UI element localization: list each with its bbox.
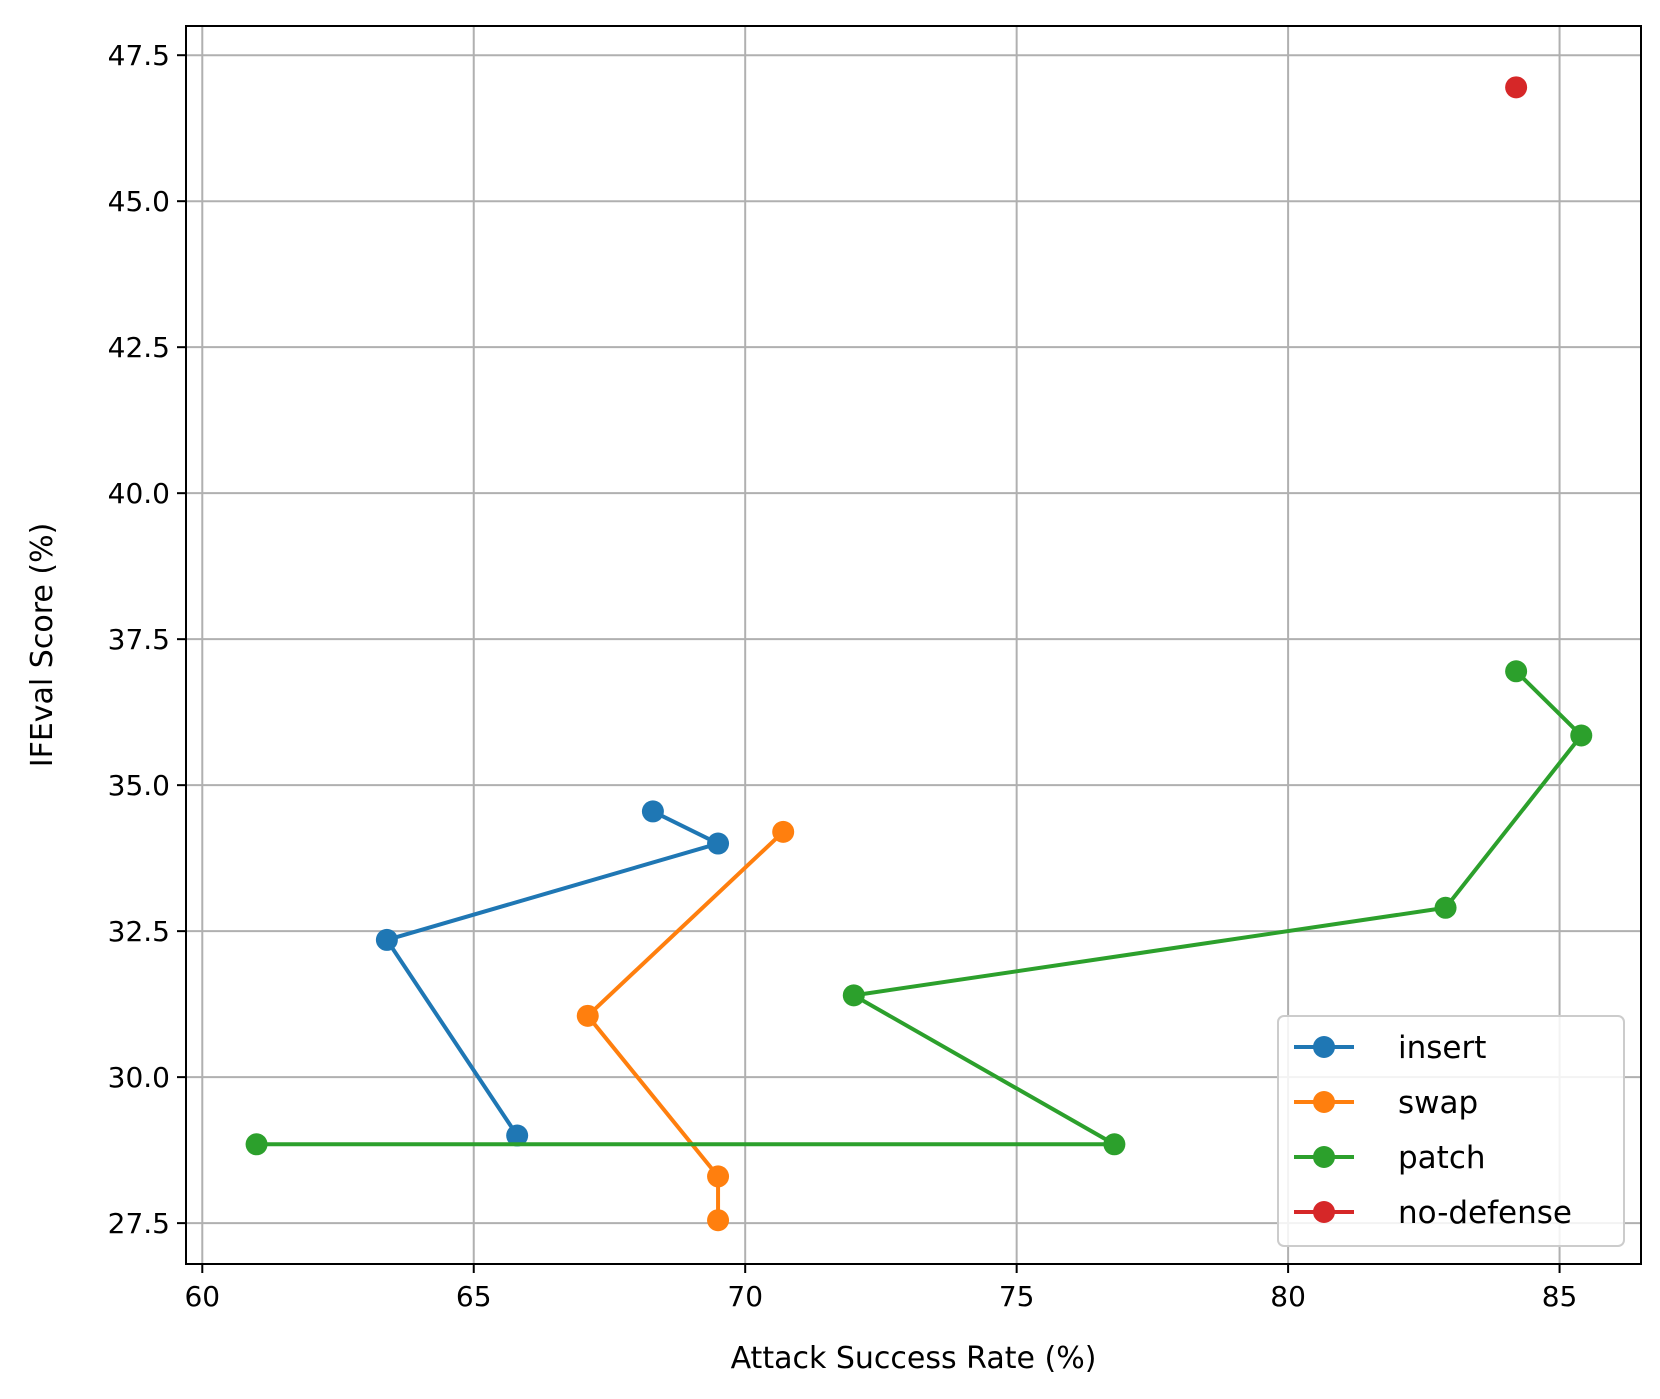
data-point-patch xyxy=(1103,1133,1126,1156)
legend: insert swap patch no-defense xyxy=(1277,1015,1625,1247)
data-point-patch xyxy=(1434,896,1457,919)
y-tick-label: 47.5 xyxy=(108,39,170,72)
data-point-patch xyxy=(1505,660,1528,683)
x-tick-label: 65 xyxy=(456,1280,492,1313)
data-point-insert xyxy=(641,800,664,823)
series-line-insert xyxy=(384,809,721,1137)
plot-frame xyxy=(185,25,1642,1265)
data-point-swap xyxy=(707,1165,730,1188)
y-tick-label: 42.5 xyxy=(108,331,170,364)
x-tick-label: 80 xyxy=(1270,1280,1306,1313)
data-point-insert xyxy=(375,928,398,951)
x-tick-label: 75 xyxy=(999,1280,1035,1313)
series-layer xyxy=(245,76,1593,1232)
y-tick-label: 45.0 xyxy=(108,185,170,218)
y-tick-label: 30.0 xyxy=(108,1061,170,1094)
y-tick-label: 35.0 xyxy=(108,769,170,802)
grid xyxy=(186,26,1641,1264)
data-point-patch xyxy=(245,1133,268,1156)
y-tick-label: 32.5 xyxy=(108,915,170,948)
data-point-patch xyxy=(1570,724,1593,747)
data-point-insert xyxy=(707,832,730,855)
legend-label-no-defense: no-defense xyxy=(1398,1195,1572,1231)
data-point-swap xyxy=(707,1209,730,1232)
y-tick-label: 27.5 xyxy=(108,1207,170,1240)
x-tick-label: 60 xyxy=(184,1280,220,1313)
legend-marker-insert xyxy=(1313,1036,1335,1058)
series-line-patch xyxy=(256,669,1584,1147)
legend-marker-patch xyxy=(1313,1146,1335,1168)
legend-marker-swap xyxy=(1313,1091,1335,1113)
y-tick-label: 40.0 xyxy=(108,477,170,510)
series-no-defense xyxy=(1505,76,1528,99)
x-tick-label: 85 xyxy=(1542,1280,1578,1313)
x-axis-label: Attack Success Rate (%) xyxy=(731,1341,1097,1376)
data-point-swap xyxy=(772,820,795,843)
series-insert xyxy=(375,800,730,1147)
data-point-no-defense xyxy=(1505,76,1528,99)
data-point-patch xyxy=(842,984,865,1007)
legend-label-swap: swap xyxy=(1398,1085,1478,1121)
y-axis-label: IFEval Score (%) xyxy=(25,523,60,768)
legend-label-insert: insert xyxy=(1398,1030,1486,1066)
ticks: 60 65 70 75 80 85 27.5 30.0 32.5 35.0 37.5 40.0 42.5… xyxy=(108,39,1578,1313)
data-point-swap xyxy=(576,1004,599,1027)
x-tick-label: 70 xyxy=(727,1280,763,1313)
data-point-insert xyxy=(506,1124,529,1147)
series-swap xyxy=(576,820,795,1232)
y-tick-label: 37.5 xyxy=(108,623,170,656)
series-patch xyxy=(245,660,1593,1156)
legend-marker-no-defense xyxy=(1313,1201,1335,1223)
legend-box xyxy=(1277,1015,1625,1247)
legend-label-patch: patch xyxy=(1398,1140,1486,1176)
series-line-swap xyxy=(585,830,785,1221)
